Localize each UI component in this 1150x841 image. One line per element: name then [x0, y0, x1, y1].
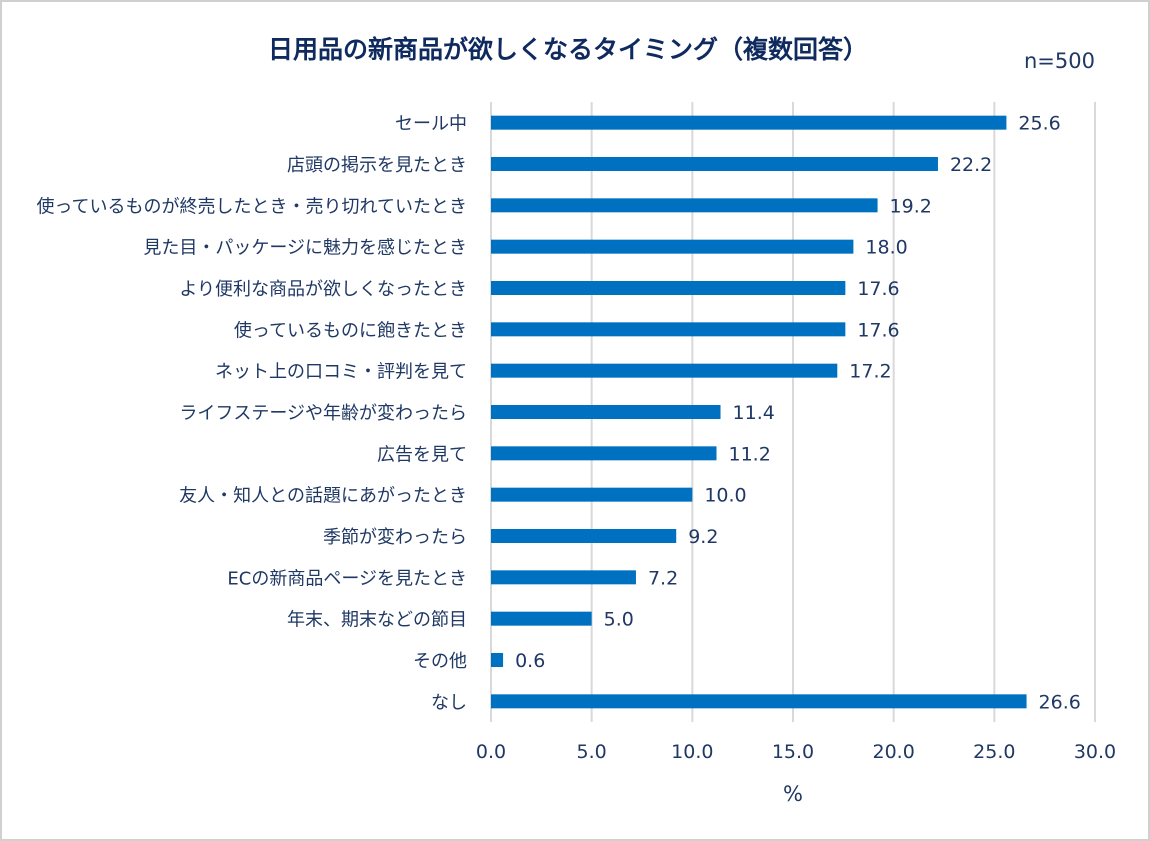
category-label: ECの新商品ページを見たとき	[227, 568, 467, 589]
category-label: 店頭の掲示を見たとき	[287, 155, 467, 176]
data-label: 10.0	[704, 485, 746, 507]
x-tick-label: 25.0	[973, 741, 1015, 763]
category-labels: セール中店頭の掲示を見たとき使っているものが終売したとき・売り切れていたとき見た…	[36, 114, 467, 714]
category-label: ライフステージや年齢が変わったら	[179, 403, 467, 424]
category-label: 見た目・パッケージに魅力を感じたとき	[143, 238, 467, 259]
x-tick-label: 20.0	[873, 741, 915, 763]
category-label: より便利な商品が欲しくなったとき	[179, 279, 467, 300]
bars: 25.6 22.2 19.2 18.0 17.6 17.6 17.2 11.4 11.2 10.0…	[491, 113, 1081, 713]
category-label: ネット上の口コミ・評判を見て	[215, 362, 467, 383]
category-label: 使っているものが終売したとき・売り切れていたとき	[36, 196, 467, 217]
sample-size-annotation: n=500	[1024, 49, 1095, 73]
bar	[491, 157, 938, 171]
bar	[491, 281, 846, 295]
data-label: 26.6	[1039, 691, 1081, 713]
bar	[491, 322, 846, 337]
data-label: 11.2	[728, 443, 770, 465]
data-label: 9.2	[688, 526, 718, 548]
bar	[491, 611, 592, 626]
chart-title: 日用品の新商品が欲しくなるタイミング（複数回答）	[268, 35, 868, 64]
bar	[491, 446, 717, 461]
x-tick-label: 0.0	[476, 741, 506, 763]
data-label: 17.2	[849, 361, 891, 383]
x-tick-label: 10.0	[671, 741, 713, 763]
x-tick-label: 30.0	[1074, 741, 1116, 763]
data-label: 5.0	[604, 609, 634, 631]
bar	[491, 115, 1007, 130]
bar	[491, 239, 854, 254]
bar	[491, 487, 693, 502]
bar	[491, 529, 677, 543]
data-label: 7.2	[648, 567, 678, 589]
data-label: 0.6	[515, 650, 545, 672]
x-axis-label: %	[783, 782, 803, 806]
data-label: 17.6	[857, 278, 899, 300]
category-label: 季節が変わったら	[323, 527, 467, 548]
data-label: 18.0	[865, 237, 907, 259]
category-label: なし	[431, 692, 467, 713]
bar	[491, 198, 878, 213]
category-label: 友人・知人との話題にあがったとき	[179, 486, 467, 507]
category-label: 年末、期末などの節目	[287, 610, 467, 631]
category-label: セール中	[395, 114, 467, 135]
data-label: 17.6	[857, 319, 899, 341]
bar	[491, 653, 504, 667]
category-label: 広告を見て	[377, 444, 467, 465]
x-tick-label: 15.0	[772, 741, 814, 763]
data-label: 25.6	[1018, 113, 1060, 135]
data-label: 11.4	[733, 402, 775, 424]
x-tick-labels: 0.0 5.0 10.0 15.0 20.0 25.0 30.0	[476, 741, 1116, 763]
data-label: 19.2	[890, 195, 932, 217]
category-label: その他	[413, 651, 467, 672]
x-tick-label: 5.0	[577, 741, 607, 763]
category-label: 使っているものに飽きたとき	[234, 320, 467, 341]
bar	[491, 405, 721, 419]
bar	[491, 570, 636, 585]
data-label: 22.2	[950, 154, 992, 176]
bar	[491, 363, 838, 378]
bar	[491, 694, 1027, 709]
